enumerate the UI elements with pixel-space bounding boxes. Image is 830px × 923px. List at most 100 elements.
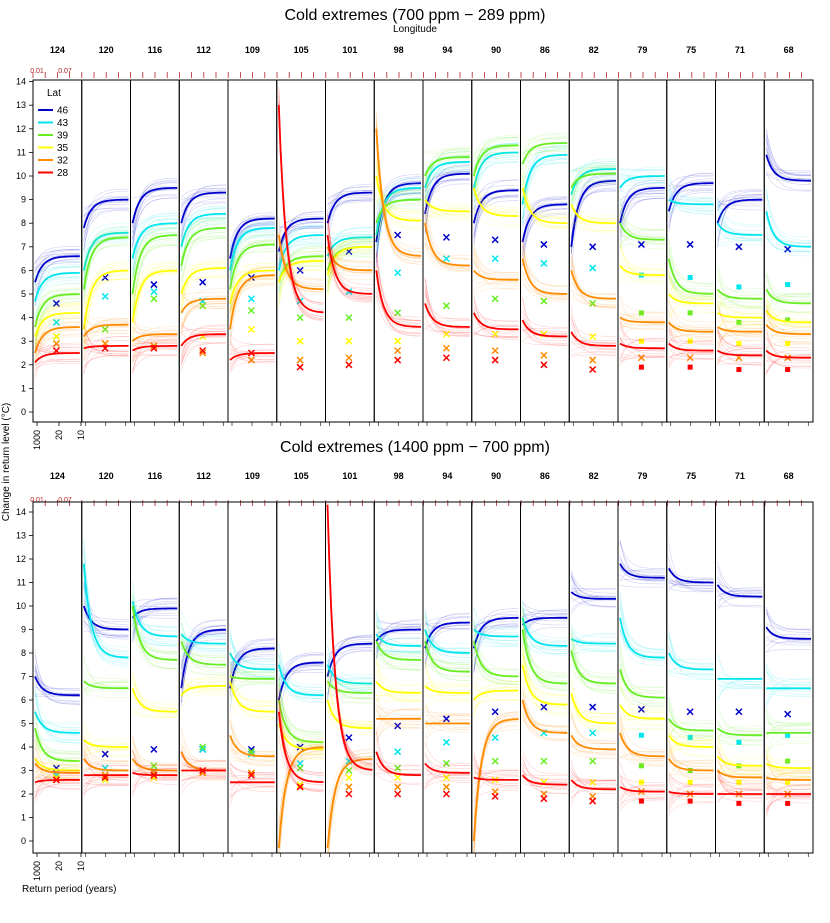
marker-cross-lat-39 bbox=[345, 314, 353, 322]
ensemble-line-lat-32 bbox=[717, 750, 763, 769]
ensemble-line-lat-43 bbox=[181, 637, 226, 646]
panel-lon-98: 98 bbox=[373, 471, 424, 854]
ensemble-line-lat-43 bbox=[473, 608, 519, 629]
series-line-lat-43 bbox=[229, 227, 275, 271]
ensemble-line-lat-28 bbox=[181, 755, 227, 769]
panel-curves bbox=[180, 184, 227, 371]
ensemble-line-lat-46 bbox=[668, 567, 714, 579]
ensemble-line-lat-28 bbox=[132, 770, 178, 780]
ensemble-line-lat-46 bbox=[132, 612, 178, 619]
ensemble-line-lat-46 bbox=[132, 609, 178, 638]
ensemble-line-lat-43 bbox=[668, 189, 714, 215]
ensemble-line-lat-46 bbox=[83, 190, 129, 252]
ensemble-line-lat-35 bbox=[181, 675, 226, 694]
ensemble-line-lat-39 bbox=[619, 235, 665, 238]
ensemble-line-lat-46 bbox=[571, 588, 616, 594]
ensemble-line-lat-39 bbox=[132, 606, 178, 665]
ensemble-line-lat-32 bbox=[181, 303, 226, 325]
ensemble-line-lat-39 bbox=[522, 138, 568, 140]
ensemble-line-lat-43 bbox=[522, 159, 568, 220]
marker-cross-lat-28 bbox=[150, 344, 158, 352]
ensemble-line-lat-28 bbox=[327, 250, 373, 298]
ensemble-line-lat-43 bbox=[327, 227, 373, 262]
ensemble-line-lat-39 bbox=[619, 687, 665, 708]
ensemble-line-lat-43 bbox=[571, 647, 616, 658]
marker-square-lat-43 bbox=[638, 732, 644, 738]
ensemble-line-lat-28 bbox=[83, 758, 129, 766]
panel-curves bbox=[229, 212, 275, 374]
ensemble-line-lat-28 bbox=[668, 340, 714, 342]
ensemble-line-lat-46 bbox=[327, 190, 373, 201]
ensemble-line-lat-46 bbox=[34, 682, 80, 702]
ensemble-line-lat-46 bbox=[766, 623, 811, 631]
ensemble-line-lat-39 bbox=[717, 270, 763, 307]
ensemble-line-lat-35 bbox=[424, 680, 470, 691]
ensemble-line-lat-35 bbox=[424, 698, 470, 710]
ensemble-line-lat-35 bbox=[83, 725, 129, 743]
ensemble-line-lat-28 bbox=[522, 327, 568, 331]
marker-cross-lat-43 bbox=[491, 255, 499, 263]
ensemble-line-lat-46 bbox=[668, 185, 714, 190]
ensemble-line-lat-39 bbox=[34, 717, 80, 755]
ensemble-line-lat-35 bbox=[132, 273, 178, 304]
series-line-lat-46 bbox=[667, 182, 714, 212]
x-tick-label: 1000 bbox=[32, 861, 42, 881]
panel-curves bbox=[521, 132, 568, 369]
ensemble-line-lat-32 bbox=[376, 144, 422, 259]
ensemble-line-lat-43 bbox=[619, 627, 665, 660]
ensemble-line-lat-43 bbox=[181, 206, 226, 251]
ensemble-line-lat-32 bbox=[279, 750, 324, 853]
ensemble-line-lat-43 bbox=[132, 215, 178, 259]
ensemble-line-lat-32 bbox=[571, 711, 616, 744]
series-line-lat-32 bbox=[668, 321, 714, 333]
ensemble-line-lat-32 bbox=[229, 759, 275, 763]
ensemble-line-lat-35 bbox=[229, 267, 275, 320]
ensemble-line-lat-35 bbox=[83, 266, 129, 317]
ensemble-line-lat-32 bbox=[83, 333, 129, 344]
ensemble-line-lat-46 bbox=[668, 557, 714, 592]
marker-square-lat-39 bbox=[687, 310, 693, 316]
ensemble-line-lat-39 bbox=[571, 648, 616, 691]
ensemble-line-lat-39 bbox=[668, 278, 714, 290]
series-line-lat-35 bbox=[668, 734, 714, 748]
series-line-lat-39 bbox=[131, 234, 178, 295]
ensemble-line-lat-28 bbox=[34, 759, 80, 784]
ensemble-line-lat-46 bbox=[181, 632, 227, 666]
ensemble-line-lat-32 bbox=[229, 267, 275, 325]
ensemble-line-lat-35 bbox=[278, 736, 324, 760]
ensemble-line-lat-35 bbox=[717, 732, 763, 772]
ensemble-line-lat-28 bbox=[181, 325, 226, 358]
ensemble-line-lat-35 bbox=[571, 216, 616, 219]
ensemble-line-lat-35 bbox=[424, 191, 470, 221]
ensemble-line-lat-43 bbox=[34, 262, 80, 286]
ensemble-line-lat-35 bbox=[571, 690, 616, 733]
ensemble-line-lat-46 bbox=[34, 250, 80, 287]
series-line-lat-46 bbox=[716, 584, 763, 598]
ensemble-line-lat-28 bbox=[668, 352, 714, 358]
ensemble-line-lat-35 bbox=[34, 306, 80, 331]
ensemble-line-lat-32 bbox=[229, 751, 275, 755]
series-line-lat-39 bbox=[668, 718, 714, 732]
ensemble-line-lat-46 bbox=[181, 187, 227, 226]
ensemble-line-lat-46 bbox=[571, 573, 616, 597]
ensemble-line-lat-46 bbox=[668, 192, 714, 228]
ensemble-line-lat-46 bbox=[717, 196, 763, 212]
series-line-lat-35 bbox=[375, 680, 421, 694]
ensemble-line-lat-32 bbox=[327, 762, 373, 853]
ensemble-line-lat-32 bbox=[619, 753, 665, 758]
ensemble-line-lat-46 bbox=[424, 625, 470, 657]
ensemble-line-lat-35 bbox=[571, 678, 617, 729]
marker-square-lat-35 bbox=[638, 779, 644, 785]
ensemble-line-lat-32 bbox=[424, 714, 470, 723]
series-line-lat-28 bbox=[619, 342, 665, 350]
ensemble-line-lat-43 bbox=[34, 266, 80, 278]
ensemble-line-lat-39 bbox=[34, 289, 80, 345]
ensemble-line-lat-32 bbox=[522, 270, 568, 299]
ensemble-line-lat-32 bbox=[181, 301, 226, 328]
ensemble-line-lat-28 bbox=[34, 774, 80, 798]
ensemble-line-lat-39 bbox=[522, 619, 568, 682]
ensemble-line-lat-46 bbox=[522, 208, 568, 266]
ensemble-line-lat-28 bbox=[571, 354, 616, 357]
ensemble-line-lat-46 bbox=[181, 187, 227, 198]
ensemble-line-lat-39 bbox=[668, 247, 714, 297]
